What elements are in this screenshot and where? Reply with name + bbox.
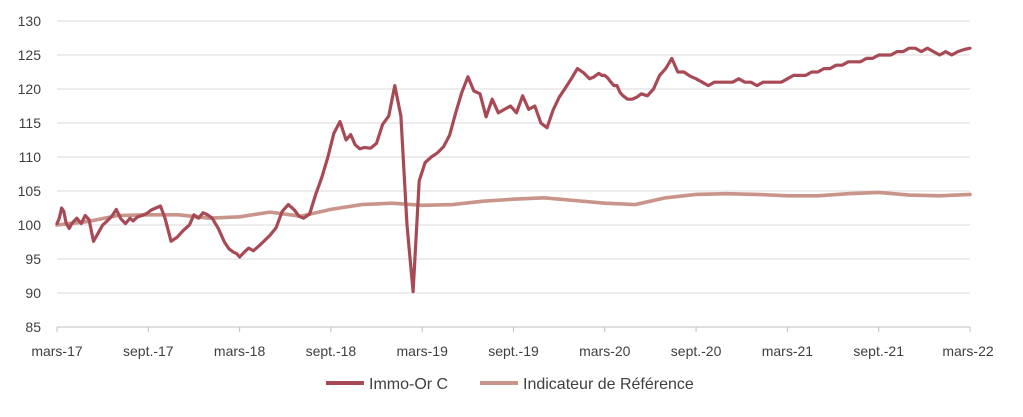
series-lines	[55, 46, 972, 294]
gridlines	[57, 20, 970, 294]
y-tick-label: 100	[18, 217, 42, 233]
x-tick-label: mars-21	[762, 343, 814, 359]
y-tick-label: 90	[25, 285, 41, 301]
x-tick-label: sept.-18	[306, 343, 357, 359]
x-tick-label: sept.-17	[123, 343, 174, 359]
x-tick-label: mars-17	[31, 343, 83, 359]
series-line-immo-or	[55, 46, 972, 294]
y-tick-label: 110	[19, 149, 42, 165]
y-tick-label: 105	[18, 183, 42, 199]
y-tick-label: 115	[19, 115, 42, 131]
legend-label: Indicateur de Référence	[523, 376, 694, 393]
x-tick-label: mars-18	[214, 343, 266, 359]
y-tick-label: 130	[18, 13, 42, 29]
x-tick-label: sept.-19	[488, 343, 539, 359]
x-tick-label: mars-20	[579, 343, 631, 359]
y-tick-label: 120	[18, 81, 42, 97]
x-tick-label: mars-22	[942, 343, 994, 359]
x-tick-label: mars-19	[397, 343, 449, 359]
x-axis-tick-labels: mars-17 sept.-17 mars-18 sept.-18 mars-19 sep…	[31, 343, 994, 359]
y-tick-label: 95	[25, 251, 41, 267]
x-axis	[56, 326, 971, 332]
y-tick-label: 125	[18, 47, 42, 63]
y-axis-tick-labels: 85 90 95 100 105 110 115 120 125 130	[18, 13, 42, 335]
series-line-benchmark	[55, 190, 972, 227]
x-tick-label: sept.-20	[671, 343, 722, 359]
legend: Immo-Or C Indicateur de Référence	[326, 376, 694, 393]
y-tick-label: 85	[25, 319, 41, 335]
x-tick-label: sept.-21	[853, 343, 904, 359]
legend-label: Immo-Or C	[369, 376, 448, 393]
